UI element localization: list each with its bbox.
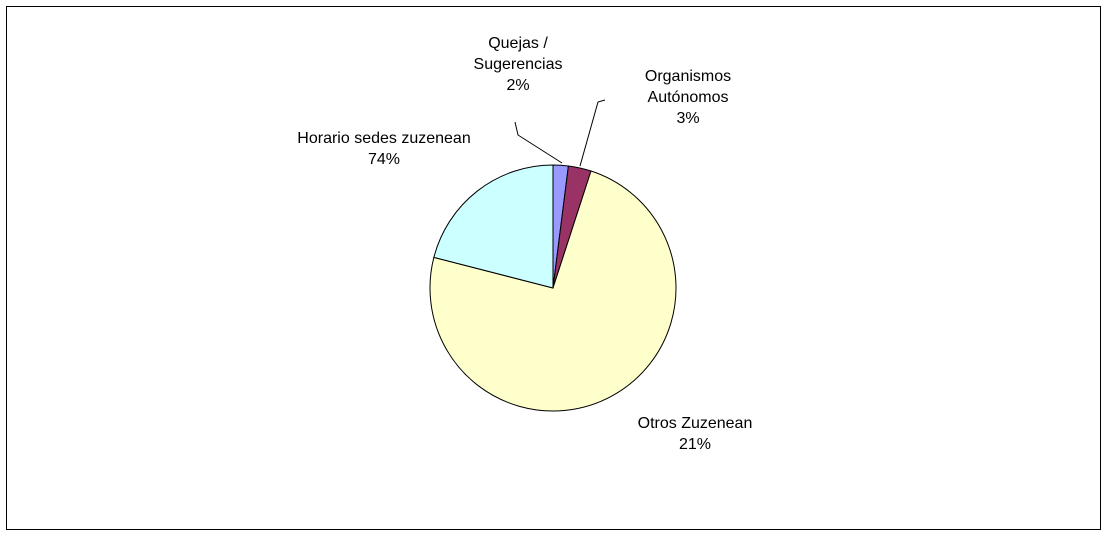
category-label: Horario sedes zuzenean — [297, 130, 471, 147]
data-label: Organismos Autónomos 3% — [618, 66, 758, 129]
category-label: Otros Zuzenean — [637, 415, 753, 432]
category-label: Organismos Autónomos — [644, 68, 732, 106]
pie-slice — [429, 170, 677, 412]
value-label: 21% — [678, 436, 712, 453]
data-label: Horario sedes zuzenean 74% — [294, 128, 474, 170]
value-label: 74% — [367, 151, 401, 168]
leader-line — [579, 99, 606, 167]
category-label: Quejas / Sugerencias — [473, 35, 563, 73]
pie-slice — [433, 164, 554, 289]
value-label: 2% — [506, 77, 530, 94]
data-label: Otros Zuzenean 21% — [630, 413, 760, 455]
leader-line — [514, 121, 563, 164]
value-label: 3% — [676, 110, 700, 127]
data-label: Quejas / Sugerencias 2% — [458, 33, 578, 96]
